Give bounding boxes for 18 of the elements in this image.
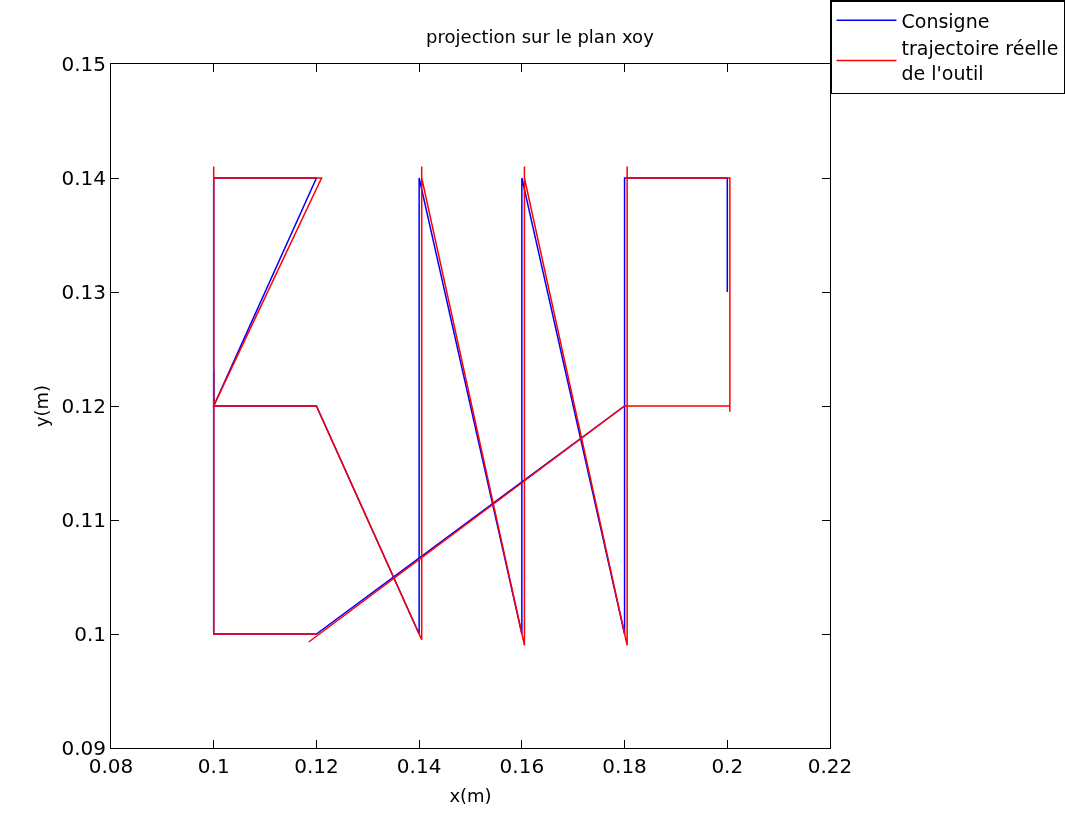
y-tick-label: 0.13 [61, 280, 106, 304]
chart-title: projection sur le plan xoy [426, 26, 655, 48]
x-tick-label: 0.1 [197, 754, 230, 778]
y-tick-label: 0.15 [61, 52, 106, 76]
y-tick-label: 0.14 [61, 166, 106, 190]
x-tick-label: 0.2 [711, 754, 744, 778]
x-tick-label: 0.22 [807, 754, 853, 778]
x-tick-label: 0.18 [602, 754, 647, 778]
y-tick-label: 0.11 [61, 508, 106, 532]
x-axis-title: x(m) [449, 785, 492, 807]
y-tick-label: 0.12 [61, 394, 106, 418]
legend-label: Consigne [901, 9, 990, 32]
x-tick-label: 0.12 [294, 754, 339, 778]
x-tick-label: 0.14 [396, 754, 442, 778]
legend-label: trajectoire réelle de l'outil [901, 37, 1059, 85]
y-axis-title: y(m) [30, 384, 52, 428]
x-tick-label: 0.16 [499, 754, 545, 778]
y-tick-label: 0.1 [74, 622, 106, 646]
